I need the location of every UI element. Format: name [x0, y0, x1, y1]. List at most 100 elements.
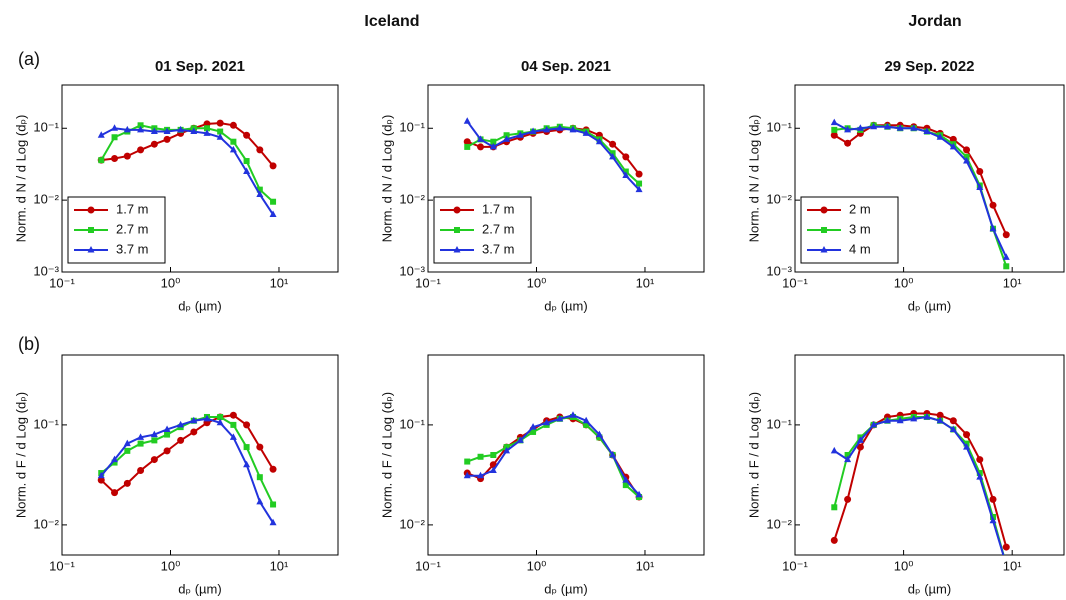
marker: [229, 433, 237, 440]
marker: [216, 418, 224, 426]
marker: [490, 138, 497, 145]
marker: [569, 125, 577, 133]
marker: [1003, 263, 1010, 270]
series-line: [467, 414, 640, 496]
y-tick-label: 10⁻²: [33, 192, 59, 207]
marker: [203, 414, 211, 422]
marker: [976, 183, 984, 190]
marker: [949, 417, 957, 425]
x-axis-label: dₚ (µm): [908, 298, 951, 313]
y-axis-label: Norm. d F / d Log (dₚ): [746, 392, 761, 518]
x-tick-label: 10⁰: [894, 558, 914, 573]
marker: [98, 157, 105, 164]
marker: [190, 127, 198, 135]
marker: [963, 443, 971, 450]
marker: [243, 444, 250, 451]
marker: [464, 143, 471, 150]
marker: [163, 135, 171, 143]
marker: [636, 180, 643, 187]
y-tick-label: 10⁻³: [766, 263, 792, 278]
y-tick-label: 10⁻¹: [766, 416, 792, 431]
marker: [177, 125, 185, 133]
marker: [163, 127, 171, 135]
panel: 29 Sep. 2022 10⁻¹ 10⁰ 10¹ 10⁻³ 10⁻² 10⁻¹ dₚ (µm…: [746, 58, 1065, 313]
marker: [949, 142, 957, 150]
marker: [123, 152, 131, 160]
marker: [543, 418, 551, 426]
marker: [477, 471, 485, 479]
marker: [150, 456, 158, 464]
marker: [190, 416, 198, 424]
legend-label: 2.7 m: [116, 221, 149, 236]
marker: [256, 443, 264, 451]
marker: [97, 471, 105, 479]
marker: [463, 471, 471, 479]
plot-area: [97, 411, 277, 526]
marker: [949, 425, 957, 432]
marker: [830, 536, 838, 544]
legend: 1.7 m 2.7 m 3.7 m: [67, 196, 166, 264]
x-tick-label: 10⁰: [161, 275, 181, 290]
panel: 10⁻¹ 10⁰ 10¹ 10⁻² 10⁻¹ dₚ (µm) Norm. d F / d L…: [13, 354, 339, 596]
marker: [503, 135, 511, 142]
marker: [216, 119, 224, 127]
marker: [111, 124, 119, 131]
marker: [454, 227, 460, 233]
marker: [123, 479, 131, 487]
legend-label: 1.7 m: [116, 201, 149, 216]
x-tick-label: 10⁻¹: [782, 275, 808, 290]
marker: [150, 430, 158, 438]
marker: [963, 431, 971, 439]
series-line: [466, 120, 640, 191]
panel: 10⁻¹ 10⁰ 10¹ 10⁻² 10⁻¹ dₚ (µm) Norm. d F / d L…: [379, 354, 705, 596]
y-tick-label: 10⁻³: [399, 263, 425, 278]
marker: [269, 162, 277, 170]
marker: [831, 126, 838, 133]
marker: [453, 206, 461, 214]
marker: [489, 142, 497, 150]
marker: [230, 138, 237, 145]
marker: [229, 121, 237, 129]
marker: [177, 420, 185, 428]
marker: [87, 246, 95, 253]
marker: [243, 158, 250, 165]
y-tick-label: 10⁻³: [33, 263, 59, 278]
marker: [203, 125, 210, 132]
marker: [463, 138, 471, 146]
column-header: Iceland: [364, 13, 419, 30]
marker: [137, 440, 144, 447]
legend-label: 3.7 m: [482, 241, 515, 256]
marker: [1002, 543, 1010, 551]
x-tick-label: 10¹: [1003, 275, 1022, 290]
marker: [243, 167, 251, 175]
marker: [923, 127, 931, 135]
x-tick-label: 10⁰: [527, 558, 547, 573]
y-axis-label: Norm. d F / d Log (dₚ): [379, 392, 394, 518]
marker: [111, 459, 118, 466]
y-tick-label: 10⁻¹: [399, 416, 425, 431]
marker: [856, 124, 864, 131]
marker: [270, 198, 277, 205]
marker: [269, 518, 277, 526]
marker: [87, 206, 95, 214]
series-line: [100, 127, 274, 216]
marker: [976, 456, 984, 464]
marker: [256, 186, 263, 193]
marker: [137, 146, 145, 154]
y-tick-label: 10⁻²: [766, 516, 792, 531]
marker: [596, 434, 603, 441]
marker: [989, 516, 997, 524]
marker: [635, 490, 643, 498]
marker: [923, 412, 931, 420]
marker: [896, 124, 904, 131]
marker: [582, 129, 590, 136]
marker: [963, 153, 970, 160]
marker: [137, 466, 145, 474]
marker: [137, 122, 144, 129]
x-axis-label: dₚ (µm): [544, 298, 587, 313]
marker: [622, 482, 629, 489]
legend-label: 3.7 m: [116, 241, 149, 256]
marker: [844, 139, 852, 147]
marker: [609, 451, 617, 458]
marker: [270, 501, 277, 508]
